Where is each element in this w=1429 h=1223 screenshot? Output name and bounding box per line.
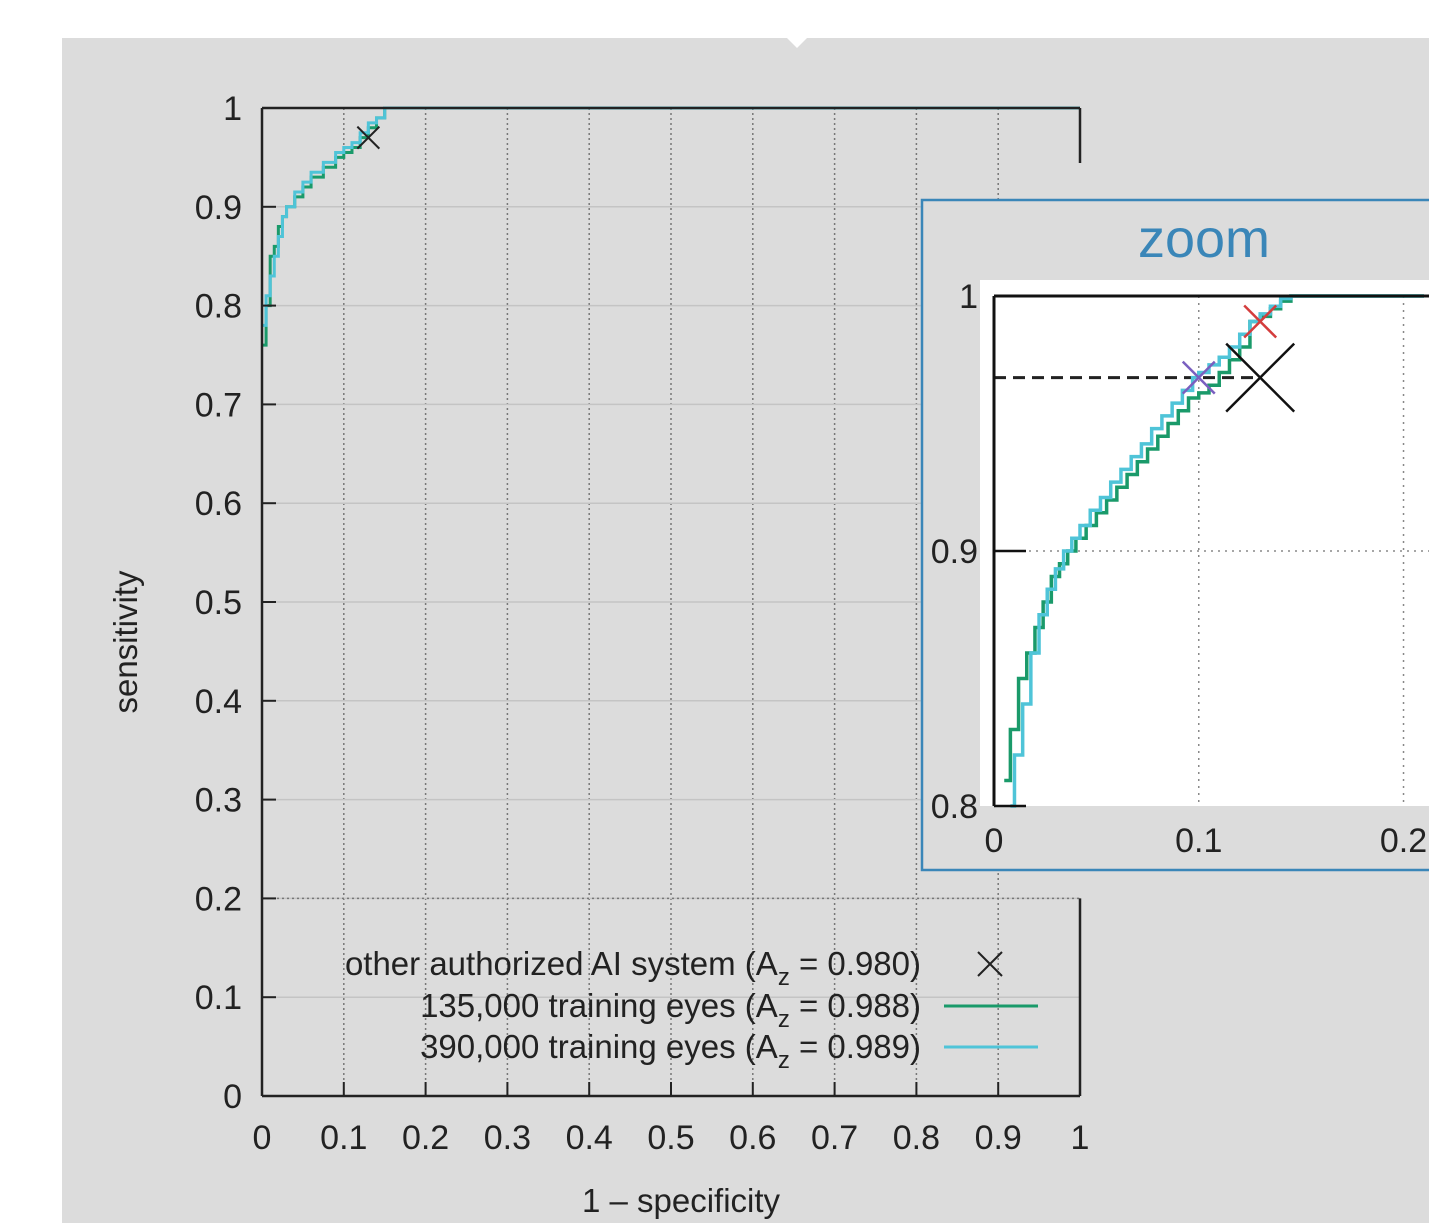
zoom-y-tick-label-2: 1 xyxy=(959,278,978,316)
y-tick-label-3: 0.3 xyxy=(195,782,242,820)
x-tick-label-3: 0.3 xyxy=(484,1119,531,1157)
zoom-series-0 xyxy=(1004,294,1424,783)
legend-label-1: 135,000 training eyes (Az = 0.988) xyxy=(420,987,921,1033)
main-points-group xyxy=(356,125,381,150)
zoom-inset: zoom 0.8 0.9 1 0 0.1 0.2 xyxy=(920,198,1429,872)
zoom-point-marker-0 xyxy=(1225,342,1296,413)
y-tick-label-5: 0.5 xyxy=(195,584,242,622)
zoom-point-marker-0-stroke-b xyxy=(1225,342,1296,413)
zoom-point-marker-1 xyxy=(1181,360,1216,395)
x-tick-label-4: 0.4 xyxy=(566,1119,613,1157)
zoom-point-marker-2-stroke-b xyxy=(1243,304,1278,339)
panel-notch xyxy=(787,38,807,48)
zoom-x-tick-label-2: 0.2 xyxy=(1380,822,1427,860)
legend-label-2: 390,000 training eyes (Az = 0.989) xyxy=(420,1028,921,1074)
y-tick-label-7: 0.7 xyxy=(195,386,242,424)
zoom-x-tick-label-1: 0.1 xyxy=(1175,822,1222,860)
zoom-y-tick-label-1: 0.9 xyxy=(931,533,978,571)
x-tick-label-10: 1 xyxy=(1071,1119,1090,1157)
main-tick-labels: 0 0.1 0.2 0.3 0.4 0.5 0.6 0.7 0.8 0.9 1 0 0.1 0.2 0.3 0… xyxy=(195,90,1090,1157)
zoom-y-tick-label-0: 0.8 xyxy=(931,788,978,826)
y-tick-label-9: 0.9 xyxy=(195,189,242,227)
zoom-grid xyxy=(994,296,1429,806)
y-tick-label-6: 0.6 xyxy=(195,485,242,523)
x-tick-label-0: 0 xyxy=(253,1119,272,1157)
x-tick-label-8: 0.8 xyxy=(893,1119,940,1157)
legend: other authorized AI system (Az = 0.980)1… xyxy=(345,945,1038,1074)
x-tick-label-9: 0.9 xyxy=(975,1119,1022,1157)
zoom-x-tick-label-0: 0 xyxy=(985,822,1004,860)
zoom-point-marker-2 xyxy=(1243,304,1278,339)
x-tick-label-2: 0.2 xyxy=(402,1119,449,1157)
y-axis-title: sensitivity xyxy=(107,570,144,714)
y-tick-label-0: 0 xyxy=(223,1078,242,1116)
zoom-point-marker-1-stroke-b xyxy=(1181,360,1216,395)
zoom-plot-area xyxy=(980,280,1429,806)
zoom-tick-labels: 0.8 0.9 1 0 0.1 0.2 xyxy=(931,278,1427,860)
x-axis-title: 1 – specificity xyxy=(582,1182,781,1219)
legend-symbol-0-stroke-b xyxy=(977,951,1003,977)
x-tick-label-7: 0.7 xyxy=(811,1119,858,1157)
y-tick-label-1: 0.1 xyxy=(195,979,242,1017)
legend-label-0: other authorized AI system (Az = 0.980) xyxy=(345,945,921,991)
y-tick-label-2: 0.2 xyxy=(195,880,242,918)
y-tick-label-8: 0.8 xyxy=(195,288,242,326)
main-series-group xyxy=(262,106,1080,347)
main-point-marker-0-stroke-b xyxy=(356,125,381,150)
y-tick-label-10: 1 xyxy=(223,90,242,128)
zoom-points-group xyxy=(1181,304,1296,413)
legend-symbol-0 xyxy=(977,951,1003,977)
zoom-title: zoom xyxy=(1138,209,1270,269)
y-tick-label-4: 0.4 xyxy=(195,683,242,721)
main-point-marker-0 xyxy=(356,125,381,150)
x-tick-label-1: 0.1 xyxy=(320,1119,367,1157)
main-series-1 xyxy=(262,106,1080,327)
zoom-plot-content xyxy=(994,294,1429,808)
x-tick-label-6: 0.6 xyxy=(729,1119,776,1157)
x-tick-label-5: 0.5 xyxy=(647,1119,694,1157)
